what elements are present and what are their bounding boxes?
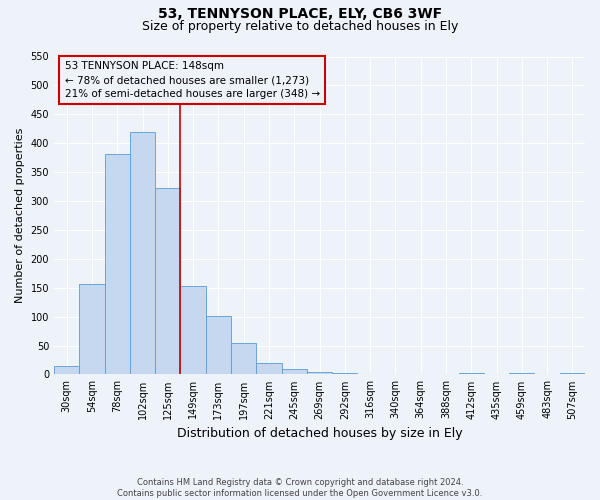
Bar [79,284,104,374]
Bar [281,368,307,374]
Bar [206,316,231,374]
X-axis label: Distribution of detached houses by size in Ely: Distribution of detached houses by size … [177,427,463,440]
Bar [104,154,130,374]
Text: Size of property relative to detached houses in Ely: Size of property relative to detached ho… [142,20,458,33]
Y-axis label: Number of detached properties: Number of detached properties [15,128,25,303]
Text: 53, TENNYSON PLACE, ELY, CB6 3WF: 53, TENNYSON PLACE, ELY, CB6 3WF [158,8,442,22]
Text: Contains HM Land Registry data © Crown copyright and database right 2024.
Contai: Contains HM Land Registry data © Crown c… [118,478,482,498]
Bar [231,343,256,374]
Bar [458,372,484,374]
Bar [256,363,281,374]
Bar [307,372,332,374]
Bar [155,188,181,374]
Bar [130,132,155,374]
Bar [54,366,79,374]
Text: 53 TENNYSON PLACE: 148sqm
← 78% of detached houses are smaller (1,273)
21% of se: 53 TENNYSON PLACE: 148sqm ← 78% of detac… [65,62,320,100]
Bar [181,286,206,374]
